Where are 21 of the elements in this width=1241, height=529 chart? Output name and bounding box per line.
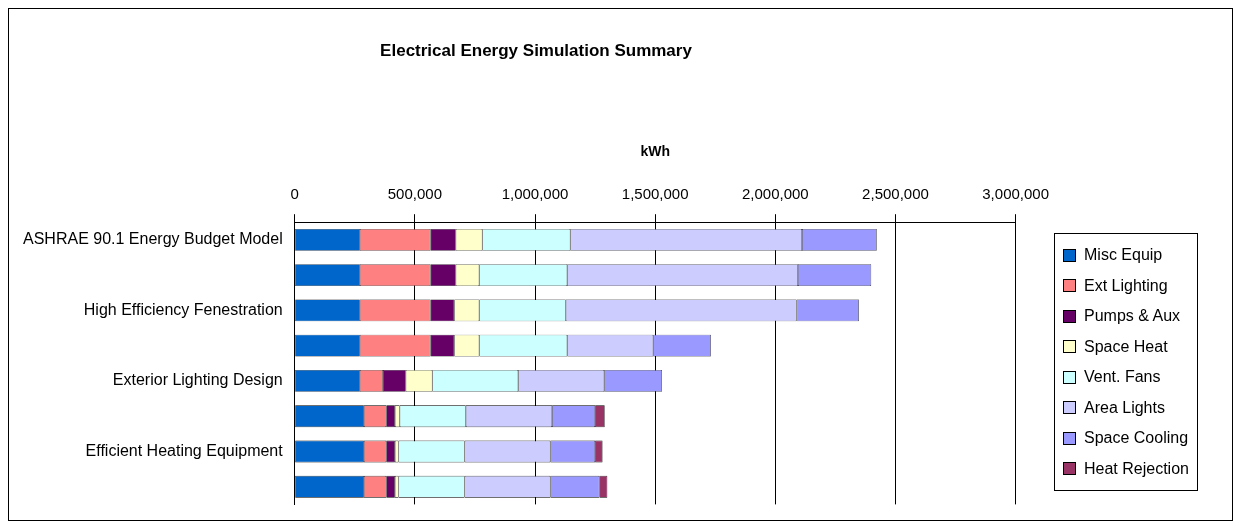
legend-label: Space Heat (1084, 337, 1168, 356)
legend-label: Heat Rejection (1084, 459, 1189, 478)
y-tick-label: Efficient Heating Equipment (85, 441, 284, 459)
legend-label: Misc Equip (1084, 246, 1163, 265)
x-tick-label: 1,000,000 (501, 185, 569, 203)
x-axis-title: kWh (640, 142, 670, 159)
y-tick-label: ASHRAE 90.1 Energy Budget Model (23, 230, 283, 248)
x-tick-label: 1,500,000 (621, 185, 689, 203)
x-tick-label: 500,000 (387, 185, 442, 203)
y-tick-label: High Efficiency Fenestration (83, 300, 283, 318)
x-tick-label: 2,500,000 (862, 185, 929, 203)
y-tick-label: Exterior Lighting Design (112, 371, 283, 389)
legend-label: Ext Lighting (1084, 276, 1168, 295)
x-tick-label: 0 (290, 185, 299, 203)
legend-label: Pumps & Aux (1084, 307, 1181, 326)
x-tick-label: 3,000,000 (982, 185, 1049, 203)
legend-label: Vent. Fans (1084, 368, 1161, 387)
legend-label: Space Cooling (1084, 429, 1189, 448)
legend-label: Area Lights (1084, 398, 1165, 417)
x-tick-label: 2,000,000 (741, 185, 809, 203)
chart-title: Electrical Energy Simulation Summary (380, 40, 693, 60)
